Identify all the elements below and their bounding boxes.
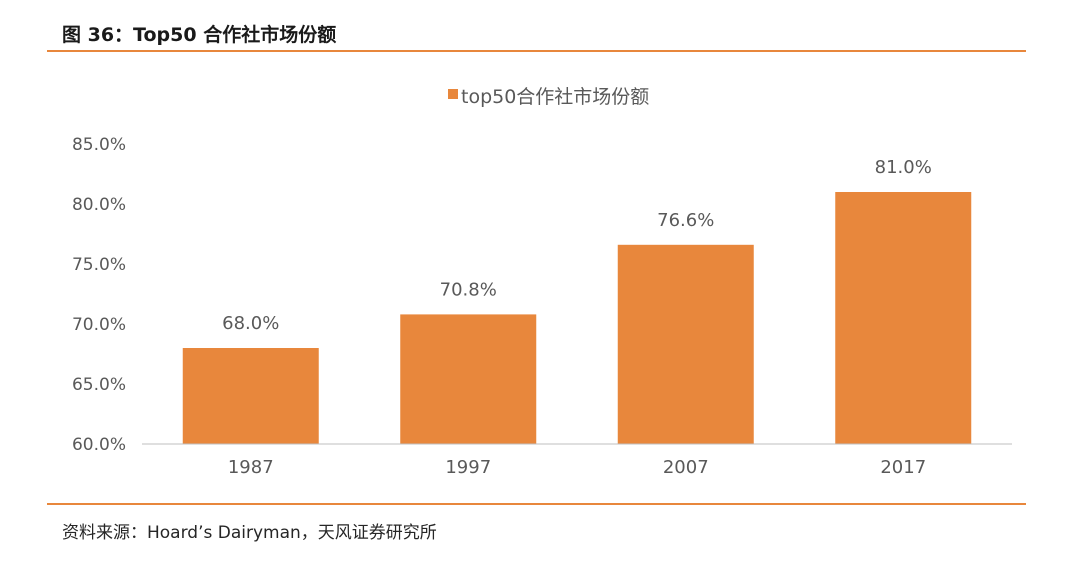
y-tick-label: 80.0% <box>72 195 126 215</box>
y-tick-label: 85.0% <box>72 135 126 155</box>
bar <box>182 348 319 444</box>
bar <box>400 314 537 444</box>
legend: top50合作社市场份额 <box>448 86 649 108</box>
y-tick-label: 65.0% <box>72 375 126 395</box>
data-labels: 68.0% 70.8% 76.6% 81.0% <box>222 157 932 334</box>
x-tick-label: 2007 <box>663 457 709 478</box>
bars <box>182 192 972 444</box>
legend-label: top50合作社市场份额 <box>461 86 649 108</box>
x-tick-label: 1997 <box>445 457 491 478</box>
legend-swatch <box>448 89 458 99</box>
source-note: 资料来源：Hoard’s Dairyman，天风证券研究所 <box>62 523 437 543</box>
x-tick-label: 1987 <box>228 457 274 478</box>
data-label: 70.8% <box>440 279 497 300</box>
y-axis: 60.0% 65.0% 70.0% 75.0% 80.0% 85.0% <box>72 135 126 455</box>
bar <box>835 192 972 444</box>
data-label: 81.0% <box>875 157 932 178</box>
y-tick-label: 60.0% <box>72 435 126 455</box>
y-tick-label: 70.0% <box>72 315 126 335</box>
data-label: 76.6% <box>657 210 714 231</box>
x-axis: 1987 1997 2007 2017 <box>142 443 1012 478</box>
y-tick-label: 75.0% <box>72 255 126 275</box>
figure-title: 图 36：Top50 合作社市场份额 <box>62 24 337 46</box>
x-tick-label: 2017 <box>880 457 926 478</box>
top-rule <box>47 50 1026 52</box>
data-label: 68.0% <box>222 313 279 334</box>
bottom-rule <box>47 503 1026 505</box>
bar <box>617 244 754 444</box>
